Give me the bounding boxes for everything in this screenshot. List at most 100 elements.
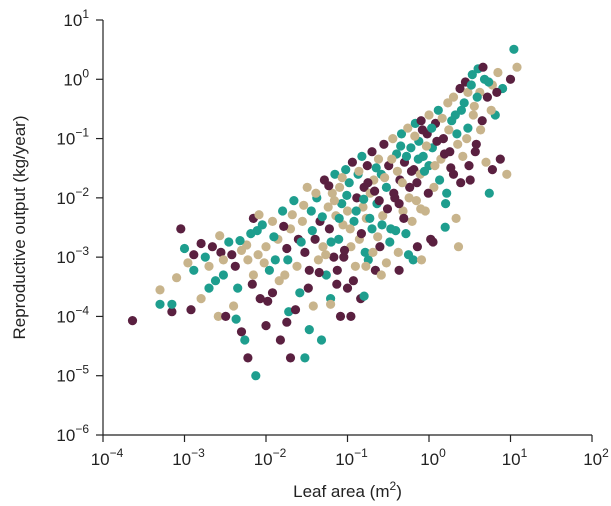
- scatter-point: [462, 134, 472, 144]
- scatter-point: [412, 242, 422, 252]
- scatter-point: [469, 101, 479, 111]
- scatter-point: [261, 242, 271, 252]
- scatter-point: [407, 216, 417, 226]
- scatter-point: [385, 237, 395, 247]
- scatter-point: [269, 232, 279, 242]
- scatter-point: [348, 276, 358, 286]
- scatter-point: [243, 255, 253, 265]
- scatter-point: [429, 182, 439, 192]
- scatter-point: [341, 165, 351, 175]
- scatter-point: [362, 161, 372, 171]
- y-tick-label: 10−6: [56, 422, 89, 445]
- scatter-point: [405, 182, 415, 192]
- scatter-point: [433, 105, 443, 115]
- scatter-point: [435, 175, 445, 185]
- scatter-point: [413, 154, 423, 164]
- scatter-point: [450, 110, 460, 120]
- scatter-point: [196, 294, 206, 304]
- scatter-point: [334, 213, 344, 223]
- scatter-point: [424, 110, 434, 120]
- scatter-point: [406, 143, 416, 153]
- scatter-point: [247, 279, 257, 289]
- scatter-point: [421, 141, 431, 151]
- scatter-point: [229, 301, 239, 311]
- scatter-point: [376, 270, 386, 280]
- scatter-point: [310, 234, 320, 244]
- scatter-point: [324, 224, 334, 234]
- scatter-point: [452, 129, 462, 139]
- scatter-point: [189, 265, 199, 275]
- scatter-point: [463, 123, 473, 133]
- scatter-point: [327, 188, 337, 198]
- scatter-point: [373, 232, 383, 242]
- scatter-point: [451, 213, 461, 223]
- scatter-point: [332, 279, 342, 289]
- scatter-point: [423, 188, 433, 198]
- scatter-point: [458, 151, 468, 161]
- scatter-point: [448, 92, 459, 102]
- scatter-point: [442, 188, 452, 198]
- scatter-point: [359, 291, 369, 301]
- x-tick-label: 101: [502, 446, 528, 469]
- scatter-point: [446, 163, 456, 173]
- scatter-point: [296, 237, 306, 247]
- scatter-point: [352, 193, 362, 203]
- scatter-point: [381, 182, 391, 192]
- scatter-point: [410, 131, 420, 141]
- scatter-point: [253, 250, 263, 260]
- scatter-point: [337, 199, 347, 209]
- scatter-point: [368, 247, 378, 257]
- scatter-point: [394, 265, 404, 275]
- scatter-point: [204, 283, 214, 293]
- scatter-point: [264, 265, 274, 275]
- scatter-point: [495, 154, 505, 164]
- y-tick-label: 10−1: [56, 126, 89, 149]
- scatter-point: [261, 321, 271, 331]
- scatter-point: [155, 299, 165, 309]
- scatter-point: [389, 188, 399, 198]
- scatter-point: [282, 317, 292, 327]
- scatter-point: [278, 206, 288, 216]
- scatter-point: [282, 243, 292, 254]
- scatter-point: [290, 305, 301, 315]
- x-tick-label: 10−4: [91, 446, 124, 469]
- scatter-point: [330, 169, 340, 179]
- scatter-point: [183, 258, 193, 268]
- scatter-point: [321, 270, 331, 280]
- scatter-point: [411, 196, 421, 206]
- scatter-point: [292, 261, 302, 271]
- scatter-point: [477, 116, 487, 126]
- scatter-point: [230, 261, 240, 271]
- scatter-point: [493, 67, 503, 78]
- scatter-point: [167, 307, 177, 317]
- scatter-point: [432, 136, 442, 146]
- scatter-point: [375, 242, 385, 252]
- y-tick-label: 10−4: [56, 303, 89, 326]
- scatter-point: [360, 247, 370, 257]
- scatter-point: [335, 311, 346, 321]
- scatter-point: [176, 224, 186, 234]
- scatter-point: [471, 139, 481, 149]
- scatter-point: [300, 353, 310, 363]
- scatter-point: [440, 222, 450, 232]
- scatter-point: [367, 224, 377, 234]
- scatter-point: [240, 335, 250, 345]
- scatter-point: [505, 74, 516, 84]
- x-tick-label: 100: [420, 446, 446, 469]
- scatter-point: [361, 261, 371, 271]
- scatter-point: [321, 250, 331, 260]
- scatter-point: [509, 44, 519, 54]
- scatter-point: [358, 202, 368, 212]
- scatter-point: [255, 294, 265, 304]
- scatter-point: [267, 288, 278, 298]
- scatter-point: [254, 210, 264, 220]
- scatter-point: [283, 255, 293, 265]
- scatter-point: [401, 151, 412, 161]
- scatter-point: [344, 178, 354, 188]
- scatter-point: [456, 178, 466, 188]
- scatter-point: [427, 123, 437, 133]
- scatter-point: [459, 98, 469, 108]
- scatter-point: [374, 196, 384, 206]
- scatter-point: [332, 265, 342, 275]
